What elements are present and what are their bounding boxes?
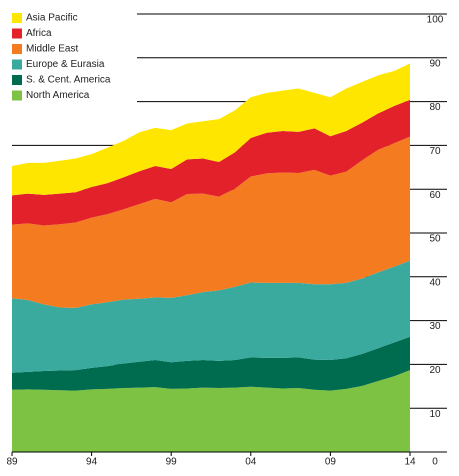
- y-tick-label: 100: [427, 15, 444, 26]
- y-tick-label: 90: [429, 58, 441, 69]
- x-tick-label: 99: [166, 457, 178, 468]
- x-tick-label: 14: [404, 457, 416, 468]
- y-tick-label: 80: [429, 102, 441, 113]
- area: [12, 63, 410, 196]
- legend-swatch: [12, 28, 22, 39]
- y-tick-label: 40: [429, 277, 441, 288]
- legend-label: S. & Cent. America: [26, 75, 111, 86]
- y-tick-label: 10: [429, 409, 441, 420]
- legend-label: Africa: [26, 28, 52, 39]
- area: [12, 260, 410, 373]
- legend-label: North America: [26, 90, 90, 101]
- legend-swatch: [12, 59, 22, 70]
- x-tick-label: 94: [86, 457, 98, 468]
- legend-swatch: [12, 44, 22, 54]
- legend-label: Middle East: [26, 44, 78, 55]
- area: [12, 370, 410, 452]
- area: [12, 336, 410, 391]
- legend-label: Asia Pacific: [26, 13, 78, 24]
- legend-swatch: [12, 13, 22, 23]
- y-tick-label: 30: [429, 321, 441, 332]
- legend-swatch: [12, 90, 22, 101]
- area: [12, 99, 410, 226]
- legend-swatch: [12, 75, 22, 85]
- area: [12, 136, 410, 308]
- y-tick-label: 20: [429, 365, 441, 376]
- y-tick-label: 50: [429, 234, 441, 245]
- y-tick-label: 0: [432, 457, 438, 468]
- x-tick-label: 09: [325, 457, 337, 468]
- legend-label: Europe & Eurasia: [26, 59, 105, 70]
- x-tick-label: 04: [245, 457, 257, 468]
- y-tick-label: 60: [429, 190, 441, 201]
- y-tick-label: 70: [429, 146, 441, 157]
- legend-bg: [0, 4, 137, 104]
- x-tick-label: 89: [6, 457, 18, 468]
